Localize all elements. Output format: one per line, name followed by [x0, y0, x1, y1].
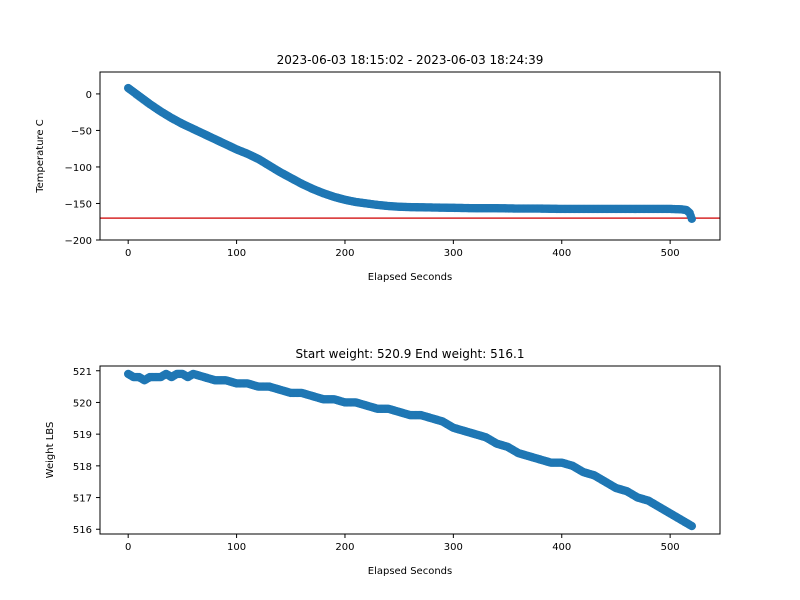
temperature-y-ticks: −200 −150 −100 −50 0	[65, 90, 100, 247]
weight-x-tick-label: 200	[335, 542, 354, 553]
temperature-x-tick-label: 0	[125, 248, 131, 259]
temperature-axes-frame	[99, 71, 721, 241]
temperature-y-tick-label: −200	[65, 236, 92, 247]
weight-chart-title: Start weight: 520.9 End weight: 516.1	[296, 347, 525, 361]
weight-y-tick-label: 520	[73, 398, 92, 409]
temperature-x-axis-label: Elapsed Seconds	[368, 272, 452, 283]
weight-data-point	[687, 521, 697, 531]
weight-y-tick-label: 517	[73, 494, 92, 505]
weight-y-tick-label: 521	[73, 367, 92, 378]
weight-plot-area	[123, 369, 697, 531]
weight-y-tick-label: 516	[73, 525, 92, 536]
weight-axes-frame	[99, 365, 721, 535]
temperature-x-tick-label: 200	[335, 248, 354, 259]
weight-y-ticks: 516 517 518 519 520 521	[73, 367, 100, 536]
temperature-plot-area	[100, 83, 720, 224]
weight-x-tick-label: 500	[661, 542, 680, 553]
temperature-y-tick-label: −150	[65, 199, 92, 210]
weight-y-axis-label: Weight LBS	[45, 422, 56, 479]
temperature-chart-title: 2023-06-03 18:15:02 - 2023-06-03 18:24:3…	[277, 53, 544, 67]
weight-x-ticks: 0 100 200 300 400 500	[125, 534, 680, 553]
temperature-y-tick-label: −50	[71, 126, 92, 137]
weight-y-tick-label: 518	[73, 462, 92, 473]
temperature-x-tick-label: 500	[661, 248, 680, 259]
weight-x-tick-label: 400	[552, 542, 571, 553]
temperature-y-tick-label: −100	[65, 163, 92, 174]
weight-x-tick-label: 0	[125, 542, 131, 553]
weight-chart: Start weight: 520.9 End weight: 516.1 0 1…	[45, 347, 721, 577]
weight-x-tick-label: 300	[444, 542, 463, 553]
temperature-x-tick-label: 400	[552, 248, 571, 259]
temperature-x-ticks: 0 100 200 300 400 500	[125, 240, 680, 259]
temperature-x-tick-label: 300	[444, 248, 463, 259]
temperature-y-axis-label: Temperature C	[35, 119, 46, 194]
temperature-data-point	[687, 214, 697, 224]
temperature-chart: 2023-06-03 18:15:02 - 2023-06-03 18:24:3…	[35, 53, 721, 283]
weight-x-axis-label: Elapsed Seconds	[368, 566, 452, 577]
temperature-y-tick-label: 0	[86, 90, 92, 101]
weight-y-tick-label: 519	[73, 430, 92, 441]
weight-x-tick-label: 100	[227, 542, 246, 553]
temperature-x-tick-label: 100	[227, 248, 246, 259]
